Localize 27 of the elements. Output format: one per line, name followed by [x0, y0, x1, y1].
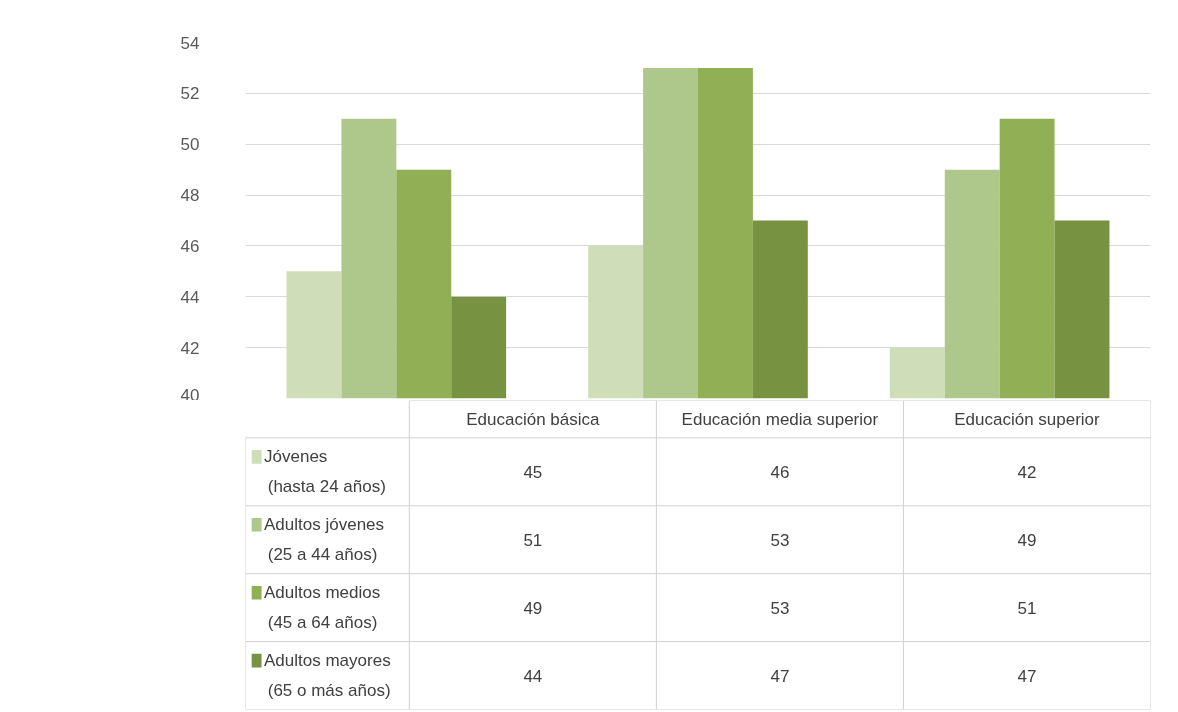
legend-label: Adultos mayores (65 o más años)	[264, 651, 391, 700]
y-tick-label: 48	[180, 186, 200, 206]
legend-label: Jóvenes (hasta 24 años)	[264, 447, 386, 497]
y-tick-label: 54	[180, 33, 200, 53]
data-label: 49	[1017, 530, 1037, 550]
data-label: 47	[1017, 666, 1037, 686]
x-tick-label: Educación básica	[466, 409, 601, 429]
y-tick-label: 50	[180, 135, 200, 155]
x-tick-label: Educación superior	[954, 409, 1101, 429]
data-label: 45	[523, 462, 543, 482]
y-tick-label: 46	[180, 236, 200, 256]
legend-label: Adultos jóvenes (25 a 44 años)	[264, 515, 385, 565]
y-tick-label: 44	[180, 287, 200, 307]
data-label: 44	[523, 666, 543, 686]
legend-label: Adultos medios (45 a 64 años)	[264, 583, 381, 633]
data-label: 53	[770, 598, 790, 618]
data-label: 51	[523, 530, 543, 550]
x-tick-label: Educación media superior	[681, 409, 879, 429]
y-tick-label: 40	[180, 385, 200, 405]
data-label: 51	[1017, 598, 1037, 618]
data-label: 47	[770, 666, 790, 686]
data-label: 49	[523, 598, 543, 618]
data-label: 53	[770, 530, 790, 550]
data-label: 46	[770, 462, 790, 482]
y-tick-label: 42	[180, 338, 200, 358]
data-label: 42	[1017, 462, 1037, 482]
y-tick-label: 52	[180, 84, 200, 104]
